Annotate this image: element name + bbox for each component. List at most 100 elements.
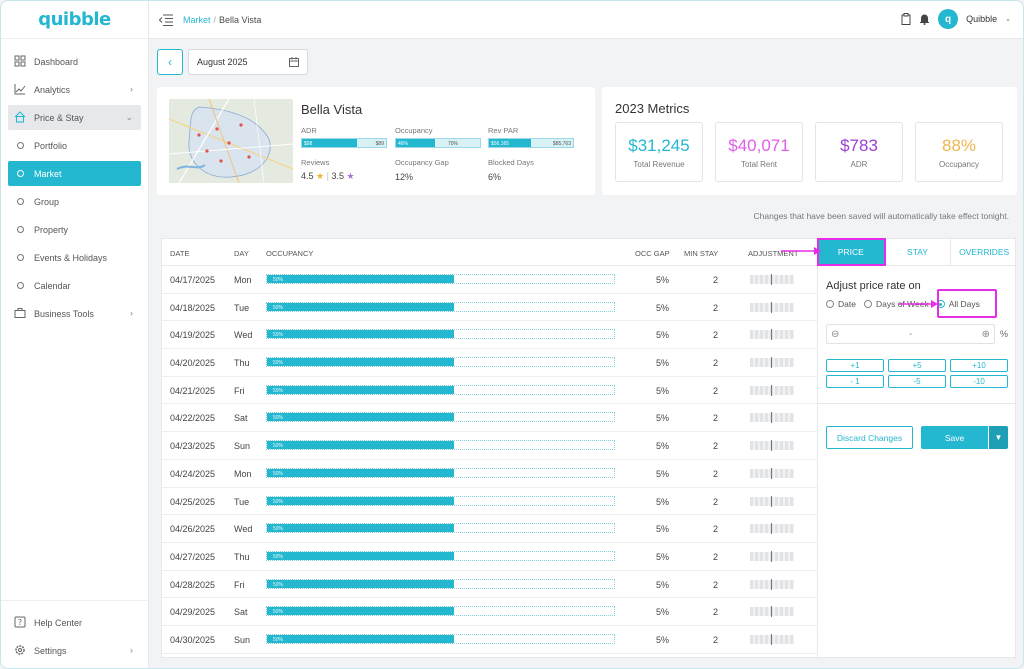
table-row[interactable]: 04/18/2025 Tue 50% 5% 2 [162,294,818,322]
home-tag-icon [14,111,26,123]
slider-handle[interactable] [771,274,772,285]
adjustment-slider[interactable] [750,495,794,507]
adjustment-slider[interactable] [750,412,794,424]
tab-overrides[interactable]: OVERRIDES [959,247,1010,257]
logo[interactable]: quibble [1,1,148,39]
tab-stay[interactable]: STAY [885,239,952,265]
slider-handle[interactable] [771,550,772,562]
slider-handle[interactable] [771,301,772,313]
adjustment-slider[interactable] [750,550,794,562]
table-row[interactable]: 04/30/2025 Sun 50% 5% 2 [162,626,818,654]
option-all-days[interactable]: All Days [936,299,980,309]
table-row[interactable]: 04/29/2025 Sat 50% 5% 2 [162,598,818,626]
adjustment-slider[interactable] [750,467,794,479]
table-row[interactable]: 04/25/2025 Tue 50% 5% 2 [162,488,818,516]
slider-handle[interactable] [771,633,772,645]
table-row[interactable]: 04/26/2025 Wed 50% 5% 2 [162,515,818,543]
quick-minus-1-button[interactable]: - 1 [826,375,884,388]
chevron-down-icon[interactable]: ⌄ [1005,16,1011,23]
breadcrumb-link-market[interactable]: Market [183,14,211,25]
col-adjustment[interactable]: ADJUSTMENT [748,249,799,258]
save-button[interactable]: Save [921,426,988,449]
sidebar-item-events[interactable]: Events & Holidays [8,245,141,270]
occupancy-bar: 50% [266,440,615,451]
table-row[interactable]: 04/23/2025 Sun 50% 5% 2 [162,432,818,460]
table-row[interactable]: 04/28/2025 Fri 50% 5% 2 [162,571,818,599]
quick-plus-1-button[interactable]: +1 [826,359,884,372]
slider-handle[interactable] [771,357,772,369]
plus-icon[interactable]: ⊕ [981,328,990,340]
col-date[interactable]: DATE [170,249,190,258]
adjustment-slider[interactable] [750,301,794,313]
adjustment-slider[interactable] [750,633,794,645]
quick-minus-10-button[interactable]: -10 [950,375,1008,388]
table-row[interactable]: 04/24/2025 Mon 50% 5% 2 [162,460,818,488]
adjustment-slider[interactable] [750,440,794,452]
sidebar-item-settings[interactable]: Settings › [8,638,141,663]
adjustment-slider[interactable] [750,274,794,285]
stepper-value[interactable]: - [908,328,913,340]
slider-handle[interactable] [771,467,772,479]
occupancy-bar: 50% [266,467,615,478]
sidebar-item-calendar[interactable]: Calendar [8,273,141,298]
col-occupancy[interactable]: OCCUPANCY [266,249,314,258]
option-days-of-week[interactable]: Days of Week [863,299,929,309]
avatar[interactable]: q [938,9,959,29]
discard-changes-button[interactable]: Discard Changes [826,426,913,449]
cell-day: Sun [234,441,251,452]
user-name[interactable]: Quibble [966,14,998,24]
occupancy-bar: 50% [266,523,615,534]
table-row[interactable]: 04/20/2025 Thu 50% 5% 2 [162,349,818,377]
quick-plus-5-button[interactable]: +5 [888,359,946,372]
table-row[interactable]: 04/17/2025 Mon 50% 5% 2 [162,266,818,294]
option-date[interactable]: Date [826,299,856,309]
slider-handle[interactable] [771,606,772,618]
col-day[interactable]: DAY [234,249,249,258]
slider-handle[interactable] [771,523,772,535]
occupancy-bar-label: 50% [273,636,284,643]
sidebar-item-portfolio[interactable]: Portfolio [8,133,141,158]
sidebar-item-price-stay[interactable]: Price & Stay ⌄ [8,105,141,130]
clipboard-icon[interactable] [901,13,911,25]
sidebar-item-dashboard[interactable]: Dashboard [8,49,141,74]
table-row[interactable]: 04/21/2025 Fri 50% 5% 2 [162,377,818,405]
minus-icon[interactable]: ⊖ [831,328,840,340]
adjustment-slider[interactable] [750,357,794,369]
save-dropdown-button[interactable]: ▼ [989,426,1008,449]
cell-date: 04/24/2025 [170,468,216,479]
slider-handle[interactable] [771,495,772,507]
month-picker[interactable]: August 2025 [188,49,308,75]
sidebar-item-analytics[interactable]: Analytics › [8,77,141,102]
table-row[interactable]: 04/19/2025 Wed 50% 5% 2 [162,321,818,350]
quick-plus-10-button[interactable]: +10 [950,359,1008,372]
cell-day: Mon [234,275,252,285]
cell-min-stay: 2 [713,551,719,562]
adjustment-slider[interactable] [750,384,794,396]
revpar-bar-fill [489,139,531,147]
cell-min-stay: 2 [713,634,719,645]
quick-minus-5-button[interactable]: -5 [888,375,946,388]
tab-price[interactable]: PRICE [817,238,886,266]
sidebar-item-business-tools[interactable]: Business Tools › [8,301,141,326]
table-row[interactable]: 04/22/2025 Sat 50% 5% 2 [162,404,818,433]
adjustment-slider[interactable] [750,523,794,535]
table-row[interactable]: 04/27/2025 Thu 50% 5% 2 [162,543,818,571]
bell-icon[interactable] [919,13,930,25]
sidebar-item-group[interactable]: Group [8,189,141,214]
slider-handle[interactable] [771,440,772,452]
slider-handle[interactable] [771,384,772,396]
sidebar-item-help-center[interactable]: ? Help Center [8,610,141,635]
col-occ-gap[interactable]: OCC GAP [635,249,670,258]
adjustment-slider[interactable] [750,606,794,618]
property-map[interactable] [169,99,293,183]
slider-handle[interactable] [771,412,772,424]
adjustment-slider[interactable] [750,578,794,590]
menu-toggle-icon[interactable] [159,14,173,26]
sidebar-item-property[interactable]: Property [8,217,141,242]
adjustment-slider[interactable] [750,329,794,341]
col-min-stay[interactable]: MIN STAY [684,249,719,258]
slider-handle[interactable] [771,329,772,341]
slider-handle[interactable] [771,578,772,590]
sidebar-item-market[interactable]: Market [8,161,141,186]
back-button[interactable]: ‹ [157,49,183,75]
